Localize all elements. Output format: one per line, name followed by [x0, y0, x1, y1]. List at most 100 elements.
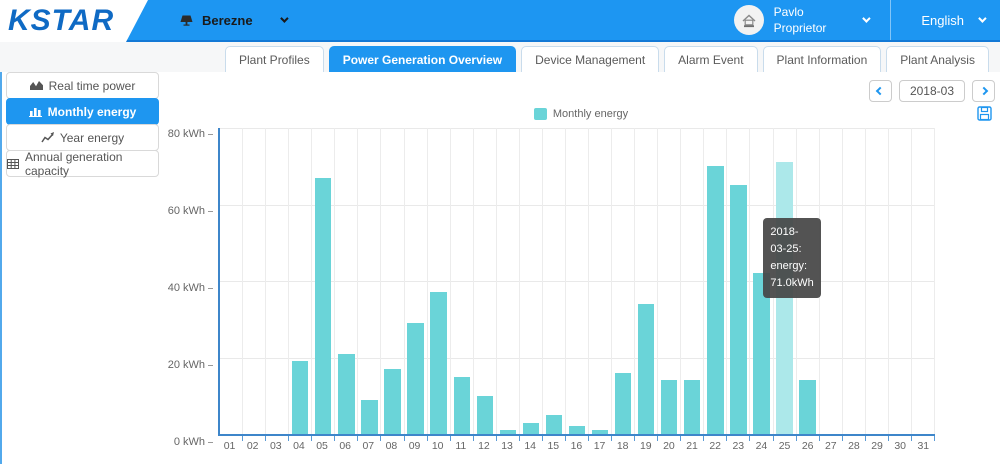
- chart-column-23: [727, 128, 751, 441]
- bar-day-22[interactable]: [707, 166, 724, 434]
- bar-day-10[interactable]: [430, 292, 447, 434]
- bar-day-23[interactable]: [730, 185, 747, 434]
- x-tick-label: 25: [778, 440, 791, 452]
- x-tick-label: 06: [339, 440, 352, 452]
- sidebar-item-real-time-power[interactable]: Real time power: [6, 72, 159, 99]
- bar-day-13[interactable]: [499, 430, 516, 434]
- chevron-down-icon: [862, 14, 872, 23]
- chart-column-14: [520, 128, 543, 441]
- sidebar-item-label: Annual generation capacity: [25, 149, 123, 178]
- bar-day-21[interactable]: [684, 380, 701, 434]
- bar-chart-icon: [28, 108, 42, 117]
- sidebar-item-monthly-energy[interactable]: Monthly energy: [6, 98, 159, 125]
- bar-day-12[interactable]: [476, 395, 493, 434]
- x-tick-label: 19: [639, 440, 652, 452]
- x-tick-label: 22: [709, 440, 722, 452]
- bar-day-11[interactable]: [453, 376, 470, 434]
- bar-day-24[interactable]: [753, 273, 770, 434]
- x-tick-label: 26: [801, 440, 814, 452]
- gridline: [220, 128, 935, 129]
- x-tick-label: 24: [755, 440, 768, 452]
- user-menu[interactable]: Pavlo Proprietor: [722, 4, 891, 36]
- chart-column-10: [428, 128, 451, 441]
- bar-day-20[interactable]: [661, 380, 678, 434]
- chart-column-31: [912, 128, 936, 441]
- plant-name: Berezne: [202, 12, 253, 28]
- chart-column-19: [635, 128, 659, 441]
- tooltip-date: 2018-03-25:: [770, 226, 802, 256]
- bar-day-15[interactable]: [545, 414, 563, 434]
- month-nav: 2018-03: [162, 80, 995, 102]
- x-tick-label: 20: [663, 440, 675, 452]
- next-month-button[interactable]: [972, 80, 995, 102]
- bar-day-08[interactable]: [384, 368, 401, 434]
- chart-tooltip: 2018-03-25: energy: 71.0kWh: [763, 218, 822, 299]
- save-button[interactable]: [977, 106, 992, 126]
- chevron-down-icon: [978, 14, 987, 23]
- bar-day-17[interactable]: [591, 430, 609, 434]
- y-tick-label: 80 kWh: [168, 128, 213, 140]
- tab-alarm-event[interactable]: Alarm Event: [664, 46, 758, 72]
- tab-plant-profiles[interactable]: Plant Profiles: [225, 46, 324, 72]
- x-tick-label: 10: [431, 440, 444, 452]
- tab-device-management[interactable]: Device Management: [521, 46, 660, 72]
- save-icon: [977, 106, 992, 121]
- gridline: [220, 281, 935, 282]
- x-tick-label: 01: [223, 440, 236, 452]
- bar-day-14[interactable]: [522, 422, 539, 434]
- x-axis-labels: 01 02 03 04 05 06 07 08 09 10 11 12 13 14 15 16 17 18 19 20…: [218, 440, 935, 452]
- chart-legend: Monthly energy: [162, 106, 1000, 122]
- chart-plot: 2018-03-25: energy: 71.0kWh: [218, 128, 936, 441]
- x-tick-label: 29: [871, 440, 883, 452]
- bar-day-25[interactable]: [776, 162, 793, 434]
- user-name: Pavlo Proprietor: [774, 4, 827, 36]
- bar-day-16[interactable]: [568, 426, 586, 434]
- table-icon: [7, 158, 19, 169]
- main-content: 2018-03 Monthly energy 0 kWh 20 kWh 40 kWh…: [162, 72, 1000, 464]
- bar-day-26[interactable]: [799, 380, 816, 434]
- x-tick-label: 21: [686, 440, 698, 452]
- chart-column-28: [843, 128, 866, 441]
- x-tick-label: 15: [547, 440, 560, 452]
- x-tick-label: 02: [246, 440, 259, 452]
- legend-swatch: [533, 108, 547, 120]
- prev-month-button[interactable]: [868, 80, 892, 102]
- x-tick-label: 04: [293, 440, 305, 452]
- y-tick-label: 60 kWh: [168, 205, 213, 217]
- sidebar-item-year-energy[interactable]: Year energy: [6, 124, 159, 151]
- bar-day-07[interactable]: [361, 399, 378, 434]
- sidebar-item-label: Year energy: [59, 130, 125, 145]
- solar-panel-icon: [180, 15, 193, 26]
- month-display[interactable]: 2018-03: [898, 80, 965, 102]
- x-tick-label: 13: [501, 440, 513, 452]
- chart-column-05: [312, 128, 336, 441]
- chart-column-13: [497, 128, 520, 441]
- house-icon: [742, 14, 756, 27]
- bar-day-09[interactable]: [407, 323, 424, 434]
- bar-day-18[interactable]: [614, 372, 632, 434]
- sidebar: Real time power Monthly energy Year ener…: [0, 72, 162, 464]
- header-divider: [890, 0, 892, 40]
- tab-plant-information[interactable]: Plant Information: [762, 46, 882, 72]
- gridline: [220, 357, 935, 359]
- avatar: [733, 5, 764, 35]
- x-tick-label: 27: [824, 440, 837, 452]
- gridline: [220, 204, 935, 206]
- tab-plant-analysis[interactable]: Plant Analysis: [886, 46, 989, 72]
- x-tick-label: 08: [385, 440, 398, 452]
- language-label: English: [921, 12, 964, 28]
- bar-day-19[interactable]: [638, 303, 655, 434]
- plant-selector[interactable]: Berezne: [180, 12, 289, 28]
- chart-column-30: [889, 128, 912, 441]
- bar-day-05[interactable]: [315, 177, 332, 434]
- tab-power-generation-overview[interactable]: Power Generation Overview: [328, 46, 517, 72]
- bar-day-04[interactable]: [292, 361, 309, 434]
- bar-day-06[interactable]: [338, 353, 355, 434]
- chart-column-15: [543, 128, 567, 441]
- sidebar-item-annual-generation-capacity[interactable]: Annual generation capacity: [6, 149, 159, 178]
- chart-column-12: [474, 128, 497, 441]
- kstar-logo: KSTAR: [0, 0, 148, 42]
- language-selector[interactable]: English: [891, 13, 1000, 28]
- y-axis-labels: 0 kWh 20 kWh 40 kWh 60 kWh 80 kWh: [162, 128, 213, 448]
- chart-column-11: [451, 128, 474, 441]
